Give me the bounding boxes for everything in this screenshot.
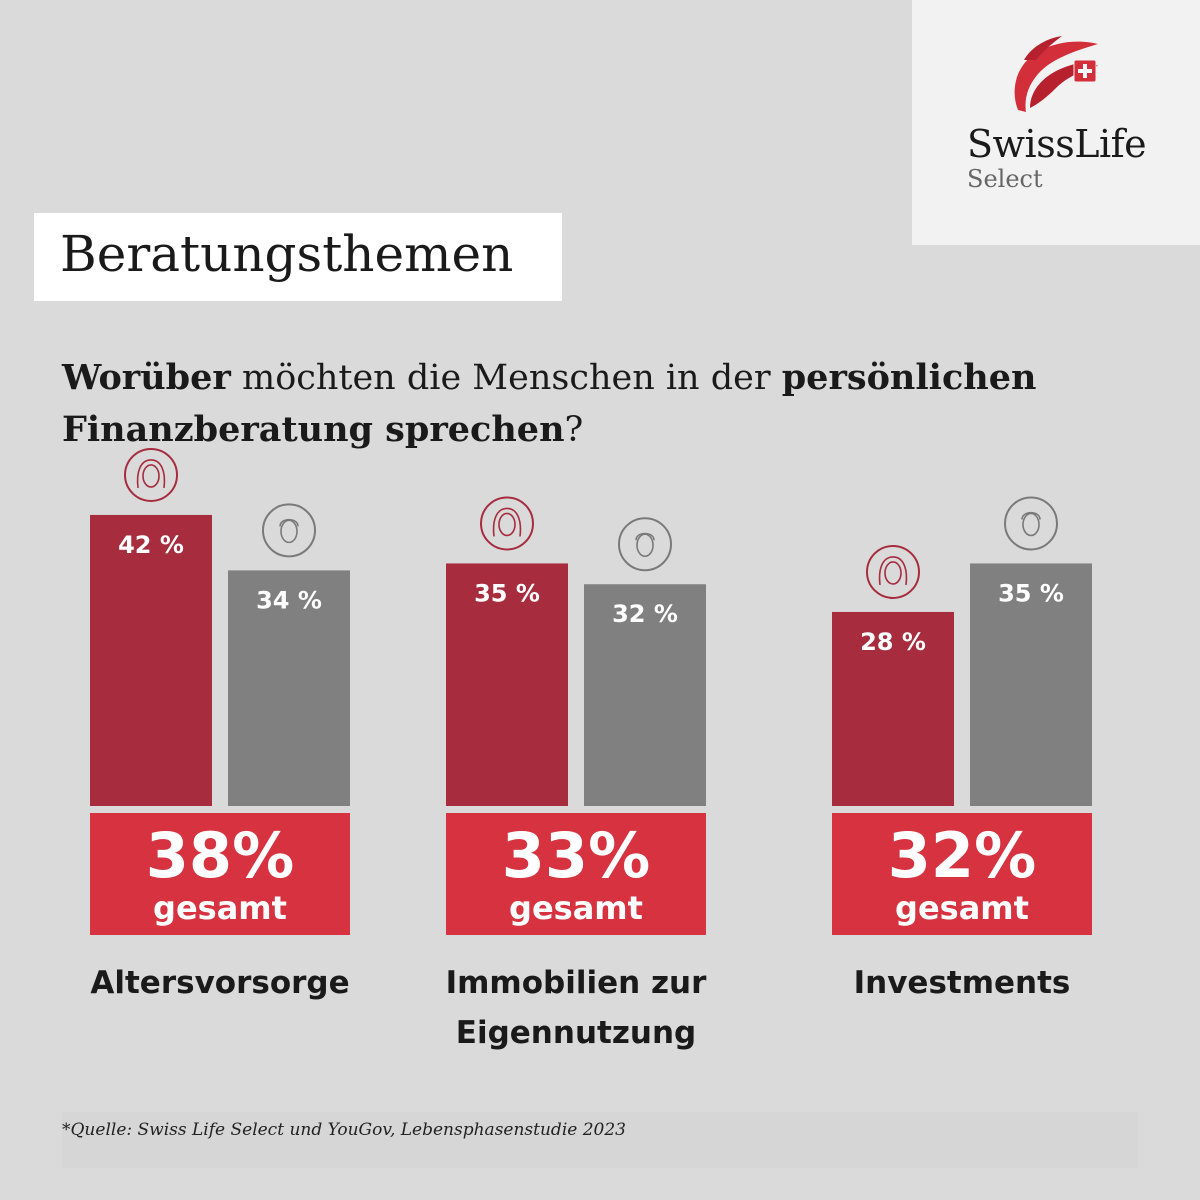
logo-brand-name: SwissLife (967, 122, 1147, 166)
total-value-2: 33% (502, 819, 650, 892)
logo-sub-name: Select (967, 165, 1043, 193)
total-suffix-3: gesamt (895, 889, 1029, 927)
bar-label-men-2: 32 % (612, 600, 678, 628)
category-label-2-2: Eigennutzung (456, 1015, 696, 1051)
total-box-2 (446, 813, 706, 935)
question-part-2: möchten die Menschen in der (230, 358, 782, 398)
source-note: *Quelle: Swiss Life Select und YouGov, L… (62, 1120, 626, 1140)
source-box: *Quelle: Swiss Life Select und YouGov, L… (62, 1112, 1138, 1168)
question-part-3: persönlichen Finanzberatung sprechen (62, 357, 1037, 450)
man-icon-2 (618, 517, 672, 572)
bar-women-2 (446, 563, 568, 806)
woman-icon-2 (480, 496, 534, 551)
question-heading: Worüber möchten die Menschen in der pers… (62, 352, 1142, 456)
category-label-2-1: Immobilien zur (446, 965, 708, 1001)
category-label-1-1: Altersvorsorge (90, 965, 349, 1001)
question-part-1: Worüber (62, 357, 231, 398)
category-label-3-1: Investments (854, 965, 1071, 1001)
bar-label-women-2: 35 % (474, 579, 540, 607)
man-icon-1 (262, 503, 316, 558)
bar-men-1 (228, 570, 350, 806)
woman-icon-3 (866, 544, 920, 599)
total-suffix-2: gesamt (509, 889, 643, 927)
total-value-1: 38% (146, 819, 294, 892)
bar-women-1 (90, 514, 212, 806)
bar-label-men-1: 34 % (256, 586, 322, 614)
logo: SwissLife Select (912, 0, 1200, 245)
bar-men-3 (970, 563, 1092, 806)
woman-icon-1 (124, 447, 178, 502)
bar-label-men-3: 35 % (998, 579, 1064, 607)
total-suffix-1: gesamt (153, 889, 287, 927)
bar-women-3 (832, 611, 954, 806)
bar-label-women-3: 28 % (860, 628, 926, 656)
man-icon-3 (1004, 496, 1058, 551)
page-title: Beratungsthemen (60, 225, 514, 283)
bar-label-women-1: 42 % (118, 531, 184, 559)
title-box: Beratungsthemen (34, 213, 562, 301)
question-part-4: ? (564, 410, 584, 450)
swisslife-flag-icon (1014, 36, 1098, 112)
total-box-3 (832, 813, 1092, 935)
bar-men-2 (584, 584, 706, 806)
total-value-3: 32% (888, 819, 1036, 892)
total-box-1 (90, 813, 350, 935)
